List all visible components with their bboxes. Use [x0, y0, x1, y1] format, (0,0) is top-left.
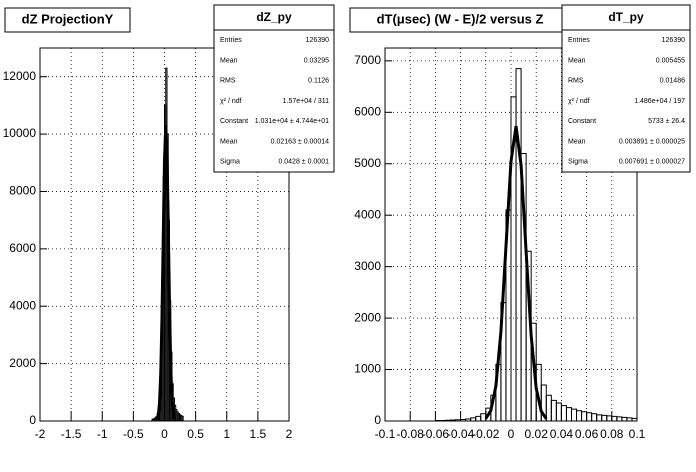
histogram-bin — [576, 410, 583, 421]
x-tick-label: 0.5 — [187, 427, 204, 441]
y-tick-label: 4000 — [9, 298, 36, 312]
title-box — [4, 7, 131, 33]
stats-label: RMS — [220, 78, 236, 85]
x-tick-label: 0.06 — [575, 427, 599, 441]
stats-label: Entries — [568, 37, 590, 44]
y-tick-label: 8000 — [9, 184, 36, 198]
y-tick-label: 12000 — [3, 69, 37, 83]
stats-label: Constant — [220, 118, 248, 125]
y-tick-label: 10000 — [3, 126, 37, 140]
stats-value: 0.005455 — [656, 57, 685, 64]
stats-value: 0.1126 — [308, 78, 329, 85]
stats-value: 0.0428 ± 0.0001 — [278, 159, 329, 166]
fit-curve — [484, 125, 548, 420]
y-tick-label: 6000 — [354, 104, 381, 118]
histogram-bin — [181, 415, 184, 421]
x-tick-label: 0.02 — [525, 427, 549, 441]
stats-label: Constant — [568, 118, 596, 125]
stats-label: Sigma — [220, 159, 240, 166]
title-box — [349, 7, 571, 33]
stats-label: Entries — [220, 37, 242, 44]
x-tick-label: 2 — [286, 427, 293, 441]
y-tick-label: 0 — [29, 413, 36, 427]
y-tick-label: 4000 — [354, 207, 381, 221]
histogram-bin — [611, 415, 618, 421]
y-tick-label: 2000 — [9, 356, 36, 370]
histogram-bin — [560, 405, 567, 421]
stats-label: RMS — [568, 78, 584, 85]
x-tick-label: 1.5 — [250, 427, 267, 441]
x-tick-label: -0.02 — [472, 427, 500, 441]
stats-label: χ² / ndf — [220, 98, 242, 105]
x-tick-label: -2 — [35, 427, 46, 441]
stats-label: Mean — [220, 57, 238, 64]
x-tick-label: 0.04 — [550, 427, 574, 441]
x-tick-label: 0.1 — [629, 427, 646, 441]
stats-value: 0.02163 ± 0.00014 — [271, 138, 329, 145]
x-tick-label: -0.06 — [422, 427, 450, 441]
histogram-bin — [596, 414, 603, 421]
histogram-bin — [570, 408, 578, 421]
y-tick-label: 2000 — [354, 310, 381, 324]
y-tick-label: 6000 — [9, 241, 36, 255]
stats-box — [561, 4, 691, 173]
stats-value: 126390 — [306, 37, 329, 44]
stats-label: χ² / ndf — [568, 98, 590, 105]
stats-value: 0.007691 ± 0.000027 — [619, 159, 685, 166]
y-tick-label: 5000 — [354, 156, 381, 170]
x-tick-label: -0.08 — [397, 427, 425, 441]
stats-value: 126390 — [662, 37, 685, 44]
x-tick-label: -1.5 — [61, 427, 82, 441]
histogram-bin — [621, 416, 628, 421]
stats-label: Mean — [568, 57, 586, 64]
histogram-bin — [616, 416, 623, 421]
y-tick-label: 3000 — [354, 259, 381, 273]
histogram-bin — [581, 411, 588, 421]
histogram-bin — [591, 413, 598, 421]
x-tick-label: 0.08 — [600, 427, 624, 441]
stats-value: 0.003891 ± 0.000025 — [619, 138, 685, 145]
x-tick-label: -0.04 — [447, 427, 475, 441]
x-tick-label: 0 — [508, 427, 515, 441]
histogram-bin — [601, 414, 608, 421]
y-tick-label: 1000 — [354, 362, 381, 376]
histogram-bin — [550, 399, 557, 421]
chart-pad: -2 -1.5 -1 -0.5 0 0.5 1 1.5 2 0 2000 4000 6000 8000 10… — [3, 4, 335, 441]
x-tick-label: -1 — [97, 427, 108, 441]
x-tick-label: -0.1 — [375, 427, 396, 441]
stats-label: Sigma — [568, 159, 588, 166]
fit-curve — [155, 125, 176, 421]
plot-frame — [384, 47, 638, 422]
x-tick-label: 1 — [223, 427, 230, 441]
stats-value: 1.031e+04 ± 4.744e+01 — [255, 118, 329, 125]
stats-value: 1.486e+04 / 197 — [634, 98, 685, 105]
stats-label: Mean — [220, 138, 238, 145]
plot-frame — [39, 47, 290, 422]
x-tick-label: 0 — [161, 427, 168, 441]
stats-label: Mean — [568, 138, 586, 145]
histogram-bin — [565, 407, 572, 421]
stats-value: 0.01486 — [660, 78, 685, 85]
histogram-bin — [586, 412, 593, 421]
y-tick-label: 0 — [374, 413, 381, 427]
stats-value: 1.57e+04 / 311 — [283, 98, 329, 105]
x-tick-label: -0.5 — [123, 427, 144, 441]
stats-title: dZ_py — [256, 10, 292, 24]
stats-value: 5733 ± 26.4 — [648, 118, 685, 125]
chart-pad: -0.1 -0.08-0.06-0.04-0.02 0 0.02 0.04 0.06 0.0… — [349, 4, 691, 441]
histogram-bin — [515, 68, 522, 421]
histogram-bin — [475, 415, 482, 421]
y-tick-label: 7000 — [354, 53, 381, 67]
stats-value: 0.03295 — [304, 57, 329, 64]
chart-title: dT(μsec) (W - E)/2 versus Z — [377, 11, 544, 26]
stats-box — [213, 4, 335, 173]
histogram-bin — [606, 415, 613, 421]
chart-title: dZ ProjectionY — [22, 11, 114, 26]
histogram-bin — [555, 402, 562, 421]
stats-title: dT_py — [608, 10, 644, 24]
histogram-bin — [545, 394, 552, 421]
